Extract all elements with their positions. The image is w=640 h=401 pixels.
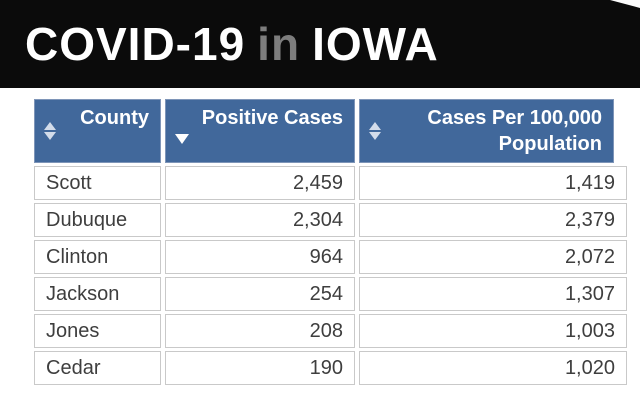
cell-positive-cases: 254: [165, 277, 355, 311]
header-row: County Positive Cases Cases Per 100,000 …: [34, 99, 614, 163]
column-header-county-label: County: [80, 107, 149, 129]
banner-title-in: in: [257, 18, 301, 70]
table-row: Cedar 190 1,020: [34, 351, 627, 385]
county-table-header: County Positive Cases Cases Per 100,000 …: [30, 96, 618, 166]
cell-positive-cases: 964: [165, 240, 355, 274]
cell-cases-per-100k: 1,307: [359, 277, 627, 311]
cell-cases-per-100k: 2,072: [359, 240, 627, 274]
banner-title: COVID-19 in IOWA: [0, 17, 439, 71]
cell-county: Scott: [34, 166, 161, 200]
table-row: Jackson 254 1,307: [34, 277, 627, 311]
cell-positive-cases: 190: [165, 351, 355, 385]
cell-county: Clinton: [34, 240, 161, 274]
cell-cases-per-100k: 1,003: [359, 314, 627, 348]
column-header-cases-per-100k[interactable]: Cases Per 100,000 Population: [359, 99, 614, 163]
table-row: Clinton 964 2,072: [34, 240, 627, 274]
sort-descending-icon: [175, 134, 189, 144]
county-covid-table: County Positive Cases Cases Per 100,000 …: [30, 96, 631, 388]
banner-corner-artifact: [610, 0, 640, 8]
cell-county: Jones: [34, 314, 161, 348]
cell-positive-cases: 2,459: [165, 166, 355, 200]
cell-positive-cases: 2,304: [165, 203, 355, 237]
table-row: Dubuque 2,304 2,379: [34, 203, 627, 237]
cell-county: Jackson: [34, 277, 161, 311]
column-header-positive-cases-label: Positive Cases: [201, 107, 343, 129]
covid-iowa-banner: COVID-19 in IOWA: [0, 0, 640, 88]
county-table-body: Scott 2,459 1,419 Dubuque 2,304 2,379 Cl…: [30, 163, 631, 388]
table-row: Jones 208 1,003: [34, 314, 627, 348]
table-row: Scott 2,459 1,419: [34, 166, 627, 200]
cell-county: Dubuque: [34, 203, 161, 237]
cell-cases-per-100k: 1,020: [359, 351, 627, 385]
banner-title-covid: COVID-19: [25, 18, 246, 70]
cell-cases-per-100k: 1,419: [359, 166, 627, 200]
column-header-cases-per-100k-label: Cases Per 100,000 Population: [427, 107, 602, 155]
cell-county: Cedar: [34, 351, 161, 385]
cell-cases-per-100k: 2,379: [359, 203, 627, 237]
column-header-positive-cases[interactable]: Positive Cases: [165, 99, 355, 163]
cell-positive-cases: 208: [165, 314, 355, 348]
sort-updown-icon: [369, 122, 381, 140]
banner-title-iowa: IOWA: [312, 18, 439, 70]
sort-updown-icon: [44, 122, 56, 140]
column-header-county[interactable]: County: [34, 99, 161, 163]
